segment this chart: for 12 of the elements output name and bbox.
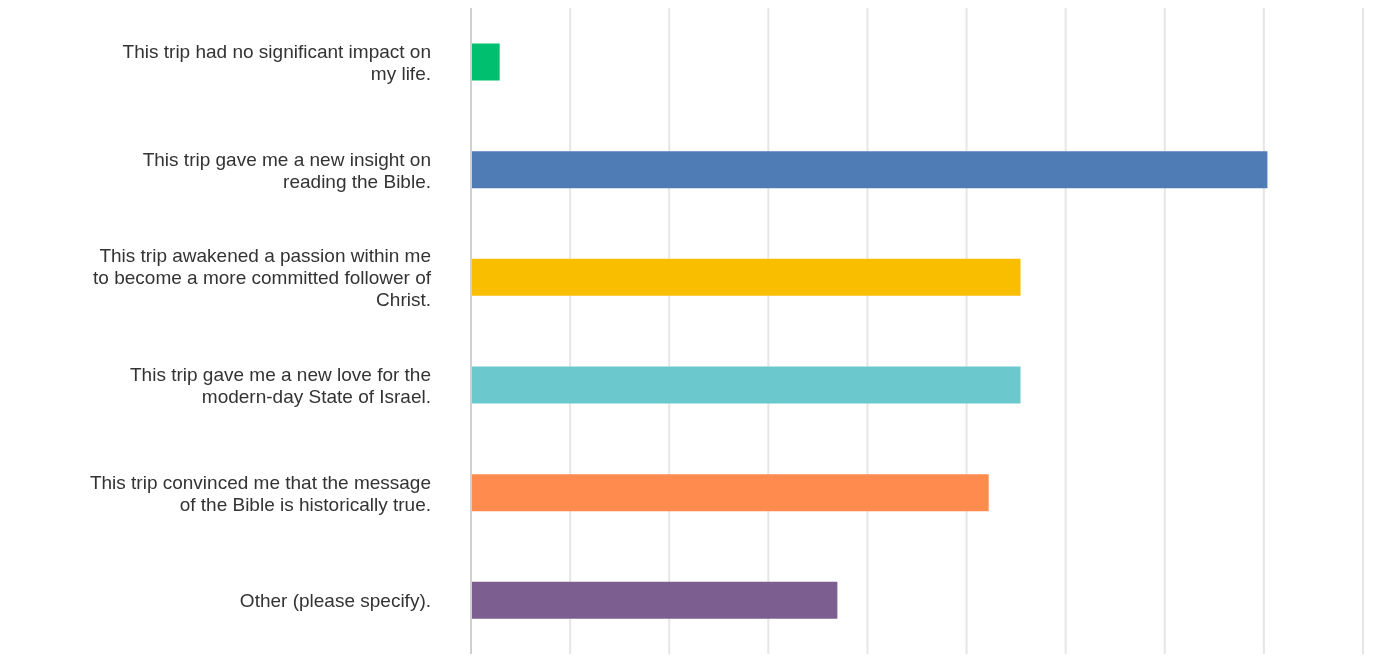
y-tick-label: Other (please specify). <box>239 589 431 611</box>
y-tick-label: This trip convinced me that the message of the Bible is historically true. <box>89 471 431 514</box>
y-tick-label: This trip awakened a passion within me to become a more committed follower of Christ. <box>93 244 432 310</box>
y-tick-label: This trip had no significant impact on my life. <box>122 40 431 84</box>
y-tick-label: This trip gave me a new love for the modern-day State of Israel. <box>130 363 431 407</box>
bar <box>471 43 500 81</box>
bar <box>471 258 1021 296</box>
bar <box>471 581 838 619</box>
bar <box>471 151 1268 189</box>
y-tick-label: This trip gave me a new insight on reading the Bible. <box>142 148 431 191</box>
bar <box>471 366 1021 404</box>
bar <box>471 474 989 512</box>
